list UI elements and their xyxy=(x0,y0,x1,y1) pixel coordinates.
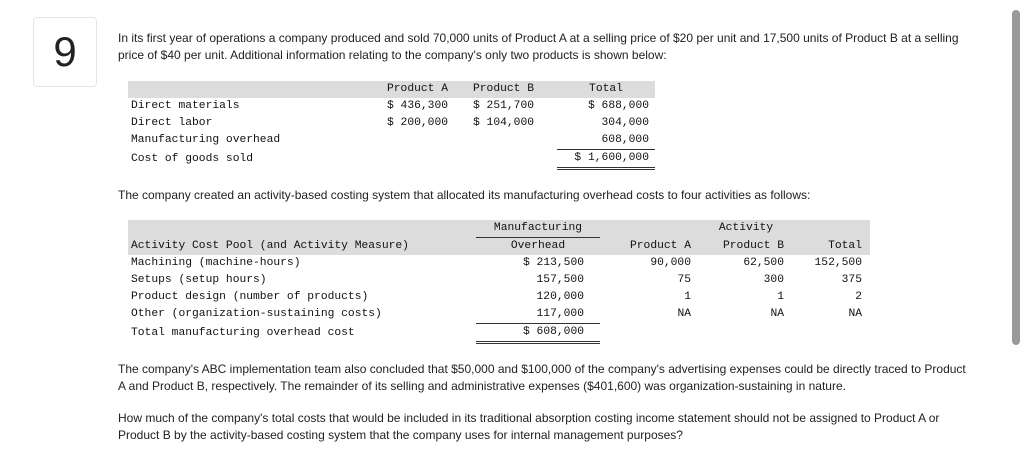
advertising-paragraph: The company's ABC implementation team al… xyxy=(118,362,966,393)
cell-overhead: $ 213,500 xyxy=(522,257,584,269)
cell-total: NA xyxy=(848,308,862,321)
cell-total: 152,500 xyxy=(814,257,862,269)
question-paragraph: How much of the company's total costs th… xyxy=(118,411,940,442)
cell-overhead-total: $ 608,000 xyxy=(476,323,600,344)
header-product-a: Product A xyxy=(383,81,471,98)
table-row: Direct labor $ 200,000 $ 104,000 304,000 xyxy=(128,115,655,132)
cell-product-a: 90,000 xyxy=(650,257,691,269)
table-row: Cost of goods sold $ 1,600,000 xyxy=(128,149,655,170)
cell-total: 304,000 xyxy=(601,117,649,129)
cell-product-a xyxy=(383,132,471,150)
row-label: Direct materials xyxy=(131,100,240,112)
header-overhead: Overhead xyxy=(476,237,600,255)
cell-product-b: 1 xyxy=(777,291,784,303)
cell-product-b xyxy=(471,150,557,169)
row-label: Total manufacturing overhead cost xyxy=(131,326,355,339)
cell-product-b: 300 xyxy=(763,274,784,286)
cell-overhead: 157,500 xyxy=(536,274,584,286)
table-row: Product design (number of products) 120,… xyxy=(128,289,870,306)
row-label: Manufacturing overhead xyxy=(131,134,281,147)
row-label: Cost of goods sold xyxy=(131,152,254,165)
header-product-a: Product A xyxy=(600,237,698,255)
table-total-row: Total manufacturing overhead cost $ 608,… xyxy=(128,323,870,344)
header-product-b: Product B xyxy=(471,81,557,98)
cell-total: $ 1,600,000 xyxy=(557,149,655,170)
table-row: Other (organization-sustaining costs) 11… xyxy=(128,306,870,324)
cell-product-a: NA xyxy=(677,308,691,321)
cell-product-a: $ 200,000 xyxy=(387,117,449,129)
product-cost-table: Product A Product B Total Direct materia… xyxy=(128,81,655,170)
header-total: Total xyxy=(557,81,655,98)
cell-product-b: 62,500 xyxy=(743,257,784,269)
scrollbar[interactable] xyxy=(1012,10,1020,345)
header-activity-cost-pool: Activity Cost Pool (and Activity Measure… xyxy=(128,237,476,255)
cell-product-a: $ 436,300 xyxy=(387,100,449,112)
cell-product-a xyxy=(383,150,471,169)
table-header-row: Product A Product B Total xyxy=(128,81,655,98)
cell-total: 2 xyxy=(855,291,862,303)
cell-product-b xyxy=(471,132,557,150)
header-cell xyxy=(128,220,476,238)
row-label: Other (organization-sustaining costs) xyxy=(131,308,382,321)
question-number: 9 xyxy=(33,17,97,87)
header-manufacturing: Manufacturing xyxy=(476,220,600,238)
abc-intro-paragraph: The company created an activity-based co… xyxy=(118,188,811,202)
cell-product-b: NA xyxy=(770,308,784,321)
header-total: Total xyxy=(794,237,870,255)
cell-product-a: 75 xyxy=(677,274,691,286)
cell-product-b: $ 251,700 xyxy=(473,100,535,112)
cell-total: 375 xyxy=(841,274,862,286)
table-header-row: Manufacturing Activity xyxy=(128,220,870,238)
table-row: Direct materials $ 436,300 $ 251,700 $ 6… xyxy=(128,98,655,115)
cell-product-b: $ 104,000 xyxy=(473,117,535,129)
table-row: Machining (machine-hours) $ 213,500 90,0… xyxy=(128,255,870,272)
row-label: Machining (machine-hours) xyxy=(131,257,301,269)
row-label: Direct labor xyxy=(131,117,213,129)
header-cell xyxy=(128,81,383,98)
activity-cost-table: Manufacturing Activity Activity Cost Poo… xyxy=(128,220,870,344)
table-header-row: Activity Cost Pool (and Activity Measure… xyxy=(128,237,870,255)
row-label: Setups (setup hours) xyxy=(131,274,267,286)
cell-total: $ 688,000 xyxy=(587,100,649,112)
table-row: Setups (setup hours) 157,500 75 300 375 xyxy=(128,272,870,289)
header-activity: Activity xyxy=(698,220,794,238)
row-label: Product design (number of products) xyxy=(131,291,369,303)
header-product-b: Product B xyxy=(698,237,794,255)
intro-paragraph: In its first year of operations a compan… xyxy=(118,31,959,62)
cell-overhead: 117,000 xyxy=(476,306,600,324)
cell-overhead: 120,000 xyxy=(536,291,584,303)
cell-product-a: 1 xyxy=(684,291,691,303)
table-row: Manufacturing overhead 608,000 xyxy=(128,132,655,150)
cell-total: 608,000 xyxy=(557,132,655,150)
